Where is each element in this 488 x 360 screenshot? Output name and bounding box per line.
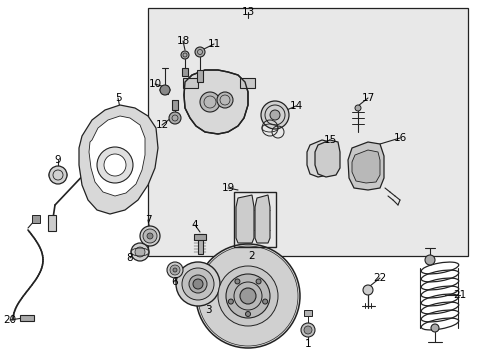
Bar — [32, 215, 40, 223]
Text: 18: 18 — [176, 36, 189, 46]
Circle shape — [104, 154, 126, 176]
Circle shape — [170, 265, 180, 275]
Circle shape — [198, 246, 297, 346]
Circle shape — [304, 326, 311, 334]
Polygon shape — [314, 140, 339, 177]
Circle shape — [261, 101, 288, 129]
Circle shape — [262, 299, 267, 304]
Text: 5: 5 — [115, 93, 121, 103]
Polygon shape — [306, 140, 331, 177]
Circle shape — [228, 299, 233, 304]
Text: 16: 16 — [392, 133, 406, 143]
Polygon shape — [236, 195, 253, 243]
Bar — [20, 315, 34, 321]
Circle shape — [140, 226, 160, 246]
Text: 8: 8 — [126, 253, 133, 263]
Circle shape — [181, 51, 189, 59]
Bar — [48, 215, 56, 231]
Circle shape — [182, 268, 214, 300]
Text: 2: 2 — [248, 251, 255, 261]
Text: 20: 20 — [3, 315, 17, 325]
Circle shape — [142, 229, 157, 243]
Circle shape — [176, 262, 220, 306]
Text: 1: 1 — [304, 339, 311, 349]
Polygon shape — [79, 105, 158, 214]
Polygon shape — [351, 150, 379, 183]
Text: 7: 7 — [144, 215, 151, 225]
Circle shape — [218, 266, 278, 326]
Text: 21: 21 — [452, 290, 466, 300]
Text: 4: 4 — [191, 220, 198, 230]
Circle shape — [160, 85, 170, 95]
Circle shape — [354, 105, 360, 111]
Circle shape — [234, 279, 240, 284]
Circle shape — [49, 166, 67, 184]
Circle shape — [147, 233, 153, 239]
Text: 10: 10 — [148, 79, 161, 89]
Bar — [198, 234, 203, 254]
Circle shape — [200, 92, 220, 112]
Circle shape — [173, 268, 177, 272]
Circle shape — [256, 279, 261, 284]
Bar — [240, 78, 254, 88]
Circle shape — [97, 147, 133, 183]
Polygon shape — [347, 142, 383, 190]
Polygon shape — [254, 195, 269, 243]
Text: 3: 3 — [204, 305, 211, 315]
Circle shape — [301, 323, 314, 337]
Text: 22: 22 — [373, 273, 386, 283]
Bar — [304, 310, 311, 316]
Bar — [148, 8, 467, 256]
Circle shape — [195, 47, 204, 57]
Circle shape — [131, 243, 149, 261]
Circle shape — [135, 247, 145, 257]
Circle shape — [240, 288, 256, 304]
Text: 6: 6 — [171, 277, 178, 287]
Circle shape — [189, 275, 206, 293]
Text: 17: 17 — [361, 93, 374, 103]
Text: 14: 14 — [289, 101, 302, 111]
Circle shape — [225, 274, 269, 318]
Text: 19: 19 — [221, 183, 234, 193]
Circle shape — [362, 285, 372, 295]
Bar — [183, 78, 198, 88]
Bar — [234, 192, 275, 247]
Bar — [182, 68, 187, 76]
Text: 12: 12 — [155, 120, 168, 130]
Circle shape — [196, 244, 299, 348]
Text: 11: 11 — [207, 39, 220, 49]
Text: 9: 9 — [55, 155, 61, 165]
Circle shape — [217, 92, 232, 108]
Circle shape — [245, 311, 250, 316]
Polygon shape — [89, 116, 145, 196]
Polygon shape — [183, 70, 247, 134]
Circle shape — [424, 255, 434, 265]
Circle shape — [430, 324, 438, 332]
Text: 13: 13 — [241, 7, 254, 17]
Text: 15: 15 — [323, 135, 336, 145]
Bar — [194, 234, 205, 240]
Bar — [197, 70, 203, 82]
Circle shape — [193, 279, 203, 289]
Circle shape — [169, 112, 181, 124]
Bar — [172, 100, 178, 110]
Circle shape — [269, 110, 280, 120]
Circle shape — [167, 262, 183, 278]
